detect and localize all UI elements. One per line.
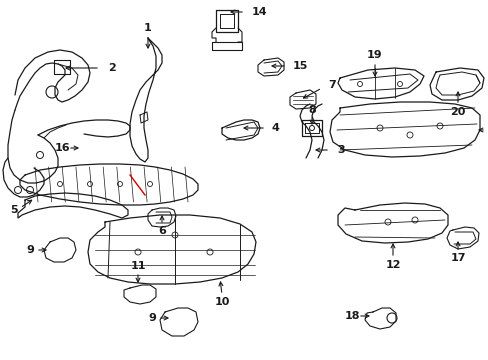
Text: 9: 9 (148, 313, 156, 323)
Text: 12: 12 (385, 260, 400, 270)
Text: 15: 15 (292, 61, 308, 71)
Text: 6: 6 (158, 226, 165, 236)
Text: 18: 18 (344, 311, 359, 321)
Text: 17: 17 (449, 253, 465, 263)
Text: 1: 1 (144, 23, 152, 33)
Text: 3: 3 (336, 145, 344, 155)
Text: 9: 9 (26, 245, 34, 255)
Text: 4: 4 (271, 123, 279, 133)
Text: 10: 10 (214, 297, 229, 307)
Text: 16: 16 (54, 143, 70, 153)
Text: 19: 19 (366, 50, 382, 60)
Text: 20: 20 (449, 107, 465, 117)
Text: 8: 8 (307, 105, 315, 115)
Text: 14: 14 (251, 7, 267, 17)
Text: 5: 5 (10, 205, 18, 215)
Text: 2: 2 (108, 63, 116, 73)
Text: 7: 7 (327, 80, 335, 90)
Text: 13: 13 (486, 118, 488, 128)
Text: 11: 11 (130, 261, 145, 271)
